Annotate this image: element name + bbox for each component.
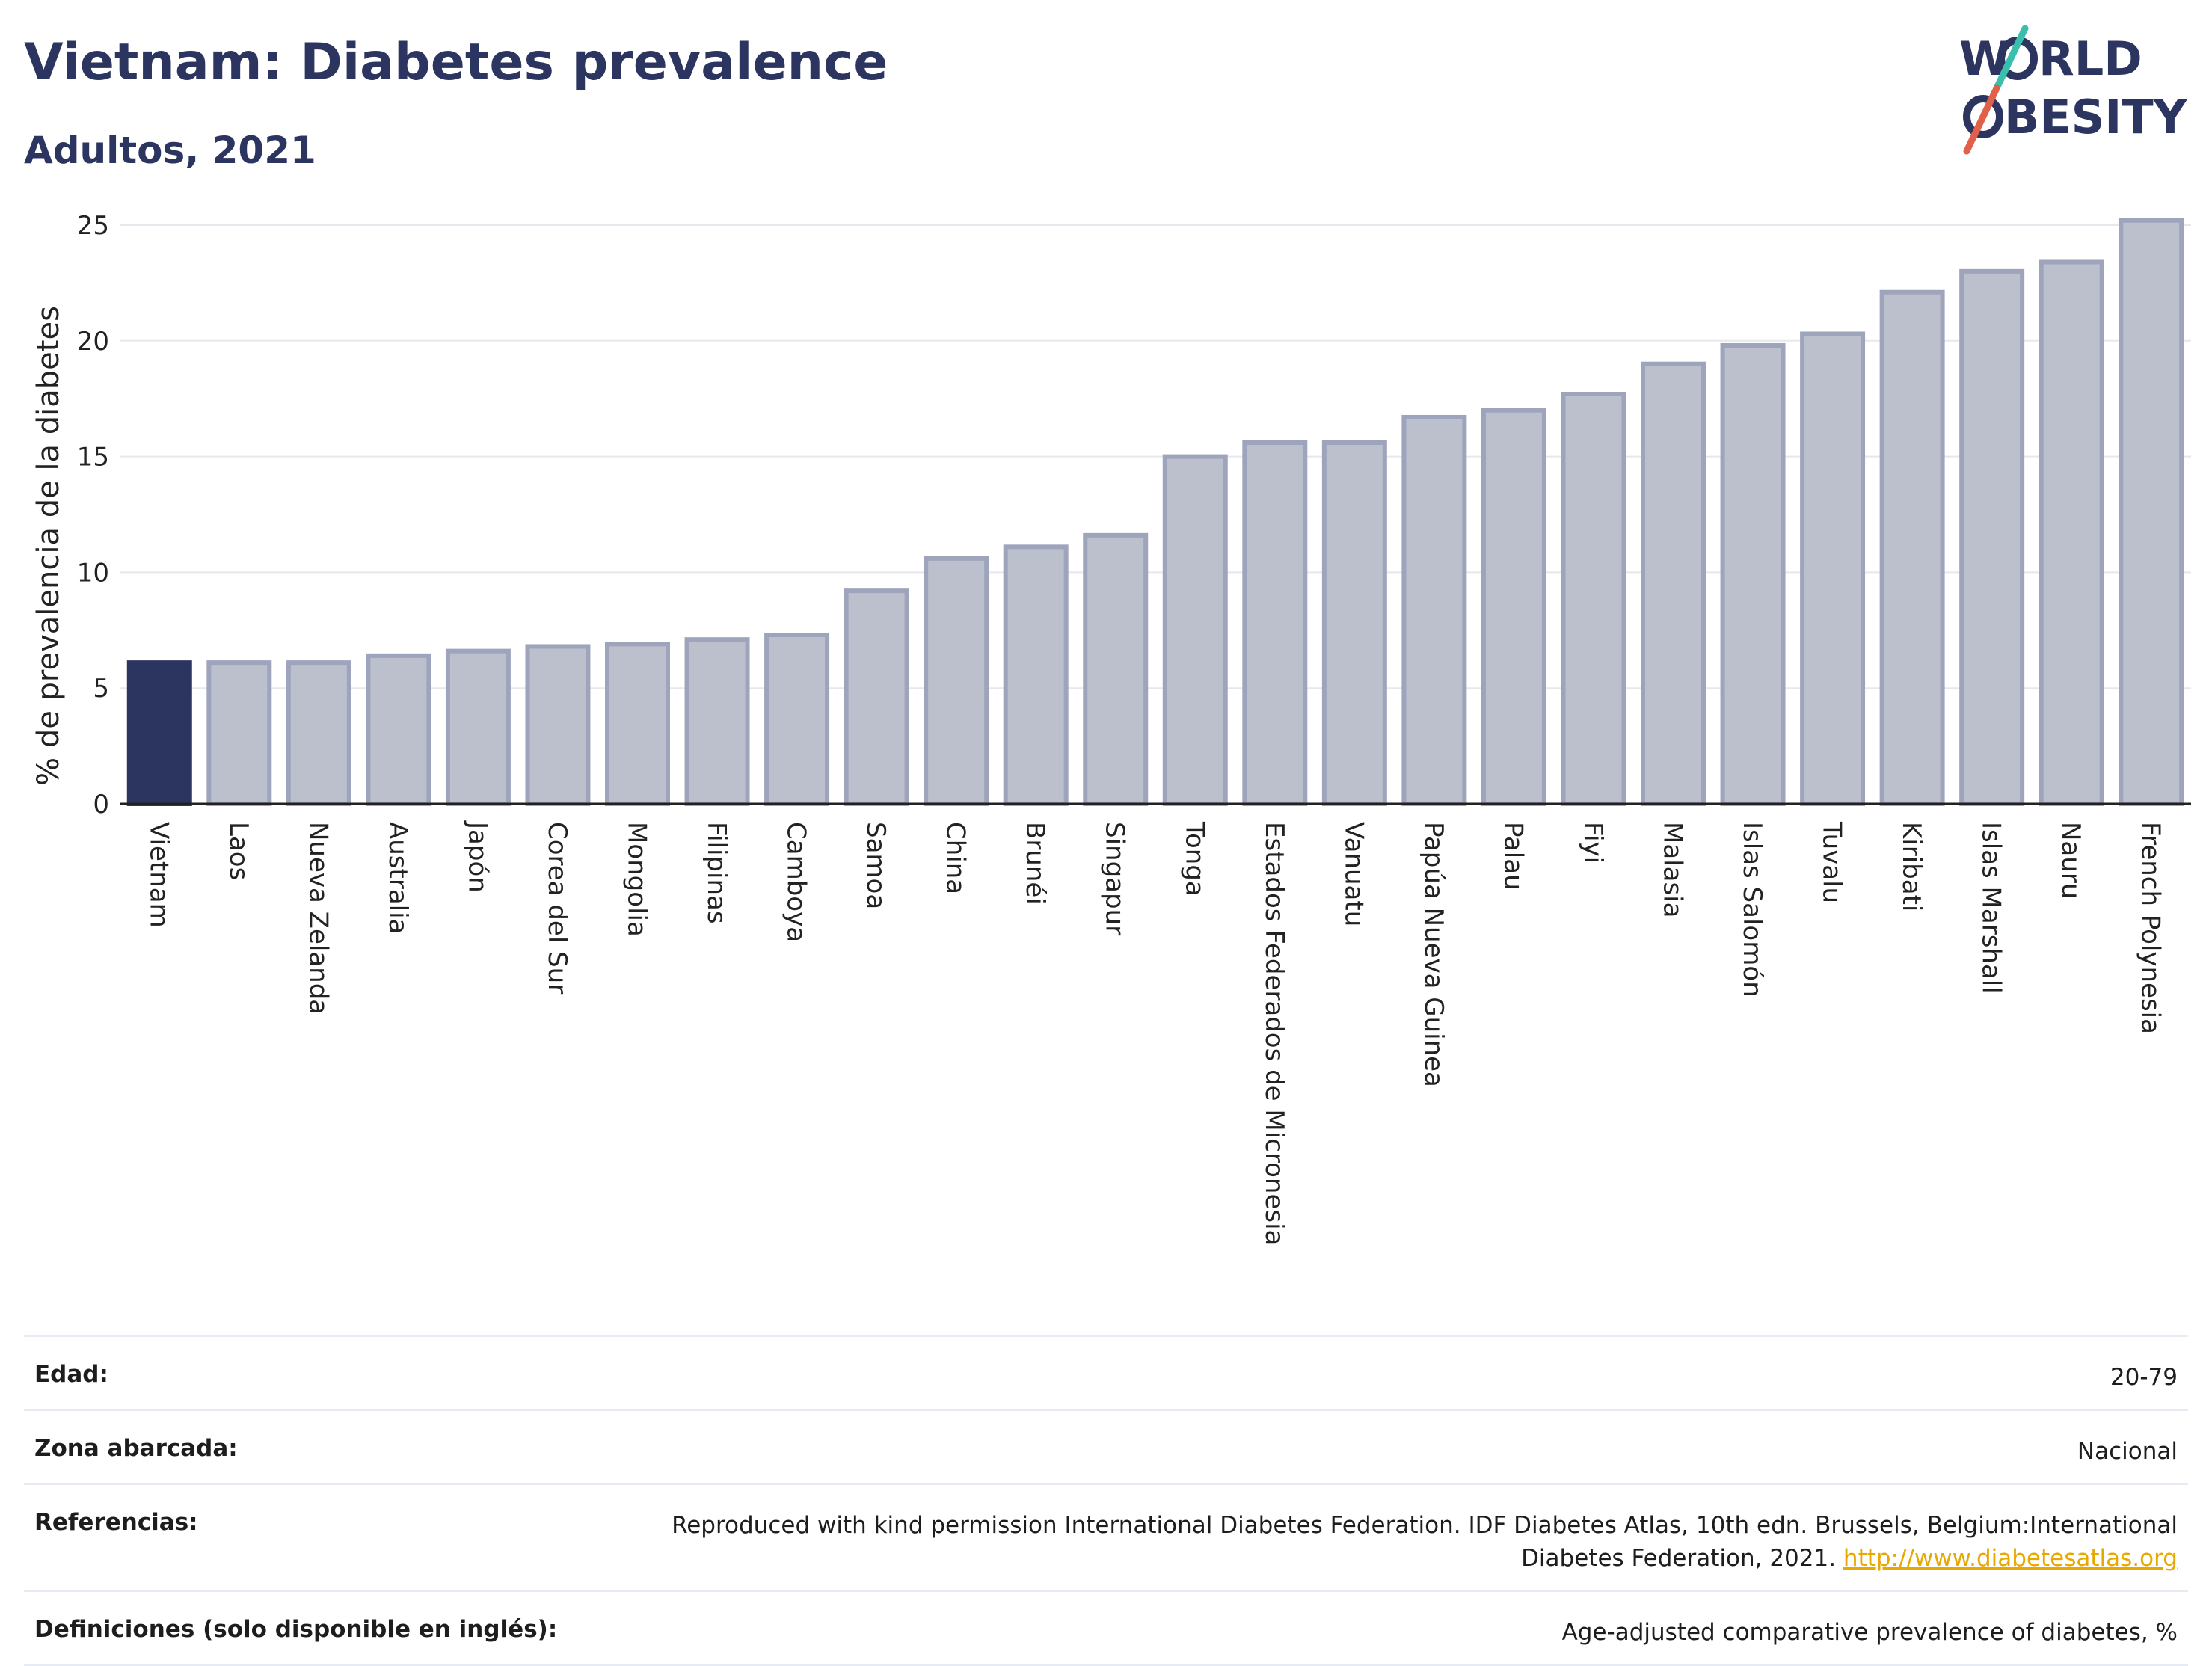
x-tick-label: China	[941, 822, 971, 894]
y-tick-label: 25	[77, 211, 109, 241]
y-tick-label: 10	[77, 558, 109, 588]
y-tick-label: 0	[93, 790, 109, 820]
x-tick-label: Nauru	[2056, 822, 2086, 899]
x-tick-label: Kiribati	[1896, 822, 1926, 912]
logo-slash-bottom	[1963, 84, 2000, 155]
bar-islas-salom-n	[1720, 342, 1786, 806]
x-tick-label: Vanuatu	[1339, 822, 1368, 926]
x-tick-label: Corea del Sur	[542, 822, 572, 994]
bar-brun-i	[1003, 544, 1069, 806]
info-row-area: Zona abarcada: Nacional	[24, 1409, 2188, 1483]
x-tick-label: Islas Salomón	[1737, 822, 1767, 998]
bar-samoa	[844, 588, 909, 807]
bar-australia	[366, 653, 431, 806]
info-label-definitions: Definiciones (solo disponible en inglés)…	[34, 1616, 558, 1643]
x-tick-label: Vietnam	[144, 822, 173, 928]
bar-nauru	[2039, 259, 2104, 806]
x-tick-label: Australia	[383, 822, 413, 934]
x-tick-label: Malasia	[1658, 822, 1688, 917]
x-tick-label: Islas Marshall	[1976, 822, 2006, 994]
bar-islas-marshall	[1959, 268, 2025, 806]
chart-subtitle: Adultos, 2021	[24, 129, 316, 172]
references-text: Reproduced with kind permission Internat…	[672, 1512, 2178, 1572]
info-value-age: 20-79	[2110, 1364, 2178, 1391]
info-row-references: Referencias: Reproduced with kind permis…	[24, 1483, 2188, 1590]
y-tick-label: 15	[77, 443, 109, 473]
x-tick-label: French Polynesia	[2136, 822, 2166, 1034]
info-label-references: Referencias:	[34, 1509, 198, 1536]
x-tick-label: Fiyi	[1578, 822, 1608, 864]
x-tick-label: Brunéi	[1020, 822, 1050, 905]
x-tick-label: Laos	[224, 822, 254, 880]
logo-o-ring-bottom	[1963, 95, 2003, 138]
bar-palau	[1481, 408, 1546, 806]
bar-french-polynesia	[2119, 218, 2184, 806]
x-tick-label: Estados Federados de Micronesia	[1259, 822, 1289, 1245]
info-table: Edad: 20-79 Zona abarcada: Nacional Refe…	[24, 1335, 2188, 1666]
x-tick-label: Tonga	[1179, 821, 1209, 897]
x-tick-label: Camboya	[781, 822, 811, 942]
y-tick-label: 5	[93, 674, 109, 704]
references-link[interactable]: http://www.diabetesatlas.org	[1843, 1545, 2178, 1572]
bar-tuvalu	[1800, 331, 1866, 806]
bar-mongolia	[605, 642, 670, 806]
x-tick-label: Singapur	[1100, 822, 1130, 935]
bar-malasia	[1641, 361, 1706, 806]
bar-vietnam	[126, 660, 192, 807]
x-tick-label: Palau	[1498, 822, 1528, 891]
x-tick-label: Tuvalu	[1817, 821, 1847, 903]
info-row-age: Edad: 20-79	[24, 1335, 2188, 1409]
bar-corea-del-sur	[525, 644, 591, 807]
x-tick-labels: Vietnam Laos Nueva Zelanda Australia Japón Co…	[144, 820, 2165, 1245]
info-value-area: Nacional	[2077, 1438, 2178, 1465]
logo-text-rld: RLD	[2039, 31, 2142, 86]
world-obesity-logo: W RLD BESITY	[1959, 25, 2188, 155]
bar-camboya	[764, 632, 830, 806]
x-tick-label: Filipinas	[701, 822, 731, 924]
info-value-references: Reproduced with kind permission Internat…	[585, 1509, 2178, 1575]
bar-singapur	[1083, 532, 1149, 806]
bar-kiribati	[1879, 289, 1945, 806]
bar-vanuatu	[1321, 440, 1387, 806]
x-tick-label: Japón	[462, 820, 492, 893]
bar-pap-a-nueva-guinea	[1401, 414, 1467, 806]
logo-slash-top	[1993, 25, 2029, 92]
bar-chart: 0 5 10 15 20 25 Vietnam Laos Nueva Zelanda Austr…	[31, 211, 2191, 1245]
bar-tonga	[1162, 454, 1228, 806]
bar-estados-federados-de-micronesia	[1242, 440, 1308, 806]
bars	[126, 218, 2184, 807]
y-tick-label: 20	[77, 327, 109, 357]
y-axis-label: % de prevalencia de la diabetes	[31, 306, 66, 786]
info-label-age: Edad:	[34, 1361, 108, 1388]
bar-fiyi	[1561, 391, 1626, 806]
info-value-definitions: Age-adjusted comparative prevalence of d…	[1561, 1619, 2178, 1646]
x-tick-label: Papúa Nueva Guinea	[1419, 822, 1448, 1087]
chart-title: Vietnam: Diabetes prevalence	[24, 33, 888, 92]
y-tick-labels: 0 5 10 15 20 25	[77, 211, 109, 820]
logo-text-besity: BESITY	[2004, 90, 2188, 144]
bar-laos	[206, 660, 272, 807]
info-label-area: Zona abarcada:	[34, 1435, 238, 1462]
x-tick-label: Nueva Zelanda	[303, 822, 333, 1015]
bar-jap-n	[445, 648, 511, 807]
bar-filipinas	[684, 637, 750, 807]
x-tick-label: Samoa	[861, 822, 891, 909]
x-tick-label: Mongolia	[622, 822, 652, 937]
bar-china	[924, 556, 989, 806]
bar-nueva-zelanda	[286, 660, 351, 807]
